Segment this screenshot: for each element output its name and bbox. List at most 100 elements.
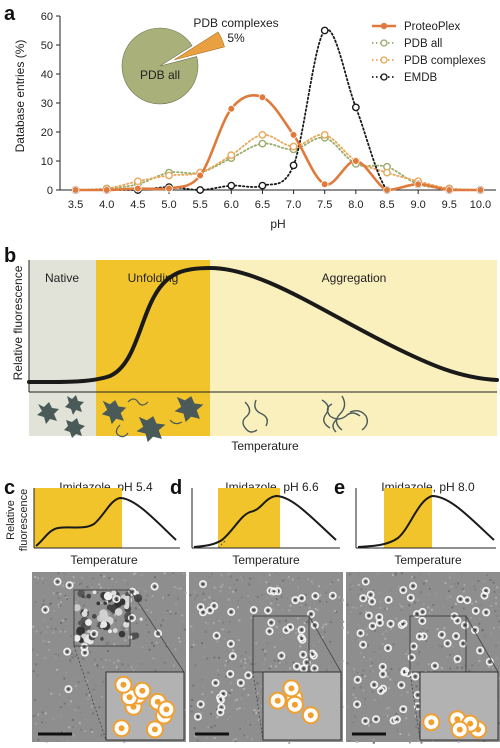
micrograph-noise [42,581,45,584]
point-proteoplex [320,180,329,189]
micrograph-noise [45,740,48,743]
micrograph-noise [413,576,416,579]
micrograph-noise [330,661,333,664]
particle-core [456,619,459,622]
micrograph-noise [419,573,422,576]
particle [277,651,286,660]
particle [353,675,362,684]
particle-core [478,649,482,652]
particle-core [300,597,303,600]
micrograph-noise [478,617,481,620]
micrograph-noise [355,607,358,610]
particle [399,619,408,628]
y-tick-label: 10 [41,156,53,168]
y-tick-label: 0 [47,185,53,197]
panel-a-ylabel: Database entries (%) [13,40,27,153]
micrograph-noise [50,617,53,620]
micrograph-noise [447,590,450,593]
micrograph-noise [176,587,179,590]
micrograph-noise [347,706,350,709]
particle [359,594,368,603]
micrograph-noise [357,583,360,586]
particle [476,646,485,655]
x-tick-label: 3.5 [68,199,83,211]
micrograph-noise [454,583,457,586]
particle-core [220,706,223,709]
micrograph-noise [163,572,166,575]
micrograph-noise [174,648,177,651]
micrograph-noise [490,632,493,635]
micrograph-noise [413,618,416,621]
micrograph-noise [426,629,429,632]
micrograph-noise [113,614,116,617]
micrograph-noise [219,590,222,593]
x-tick-label: 8.5 [379,199,394,211]
micrograph-noise [148,648,151,651]
micrograph-noise [59,604,62,607]
zoom-connector [308,615,342,673]
panel-c-xlabel: Temperature [70,553,138,567]
micrograph-noise [94,683,97,686]
micrograph-noise [432,626,435,629]
micrograph-noise [240,655,243,658]
region-aggregation-label: Aggregation [322,271,387,285]
micrograph-noise [386,715,389,718]
micrograph-noise [62,731,65,734]
micrograph-noise [41,711,44,714]
particle [302,658,311,667]
micrograph-noise [383,631,386,634]
micrograph-noise [147,631,150,634]
panel-c-ylabel-1: Relative [5,500,17,540]
micrograph-noise [326,669,329,672]
micrograph-noise [87,697,90,700]
micrograph-noise [257,709,260,712]
particle [217,703,226,712]
micrograph-noise [385,629,388,632]
micrograph-noise [474,588,477,591]
micrograph-noise [211,573,214,576]
aggregate-blob [86,593,92,599]
micrograph-noise [348,739,351,742]
micrograph-noise [491,610,494,613]
micrograph-noise [52,717,55,720]
micrograph-noise [175,603,178,606]
micrograph-noise [296,586,299,589]
particle [227,607,236,616]
micrograph-noise [45,580,48,583]
micrograph-noise [301,667,304,670]
particle [375,613,384,622]
micrograph-noise [64,618,67,621]
micrograph-noise [325,623,328,626]
micrograph-noise [60,683,63,686]
micrograph-noise [278,661,281,664]
micrograph-noise [202,592,205,595]
micrograph-noise [77,681,80,684]
particle [80,643,89,652]
micrograph-noise [190,646,193,649]
micrograph-noise [323,601,326,604]
micrograph-noise [150,611,153,614]
micrograph-noise [425,640,428,643]
micrograph-noise [256,682,259,685]
micrograph-noise [288,609,291,612]
micrograph-noise [478,622,481,625]
micrograph-noise [381,633,384,636]
micrograph-noise [391,573,394,576]
micrograph-noise [108,659,111,662]
micrograph-noise [479,587,482,590]
micrograph-noise [439,666,442,669]
micrograph-noise [87,614,90,617]
micrograph-noise [82,598,85,601]
micrograph-noise [478,660,481,663]
micrograph-noise [208,596,211,599]
particle [443,639,452,648]
panel-e-xlabel: Temperature [394,553,462,567]
micrograph-noise [163,661,166,664]
particle-core [456,657,459,661]
micrograph-noise [34,713,37,716]
micrograph-noise [369,605,372,608]
micrograph-noise [71,656,74,659]
micrograph-noise [465,574,468,577]
micrograph-noise [299,581,302,584]
micrograph-noise [418,637,421,640]
